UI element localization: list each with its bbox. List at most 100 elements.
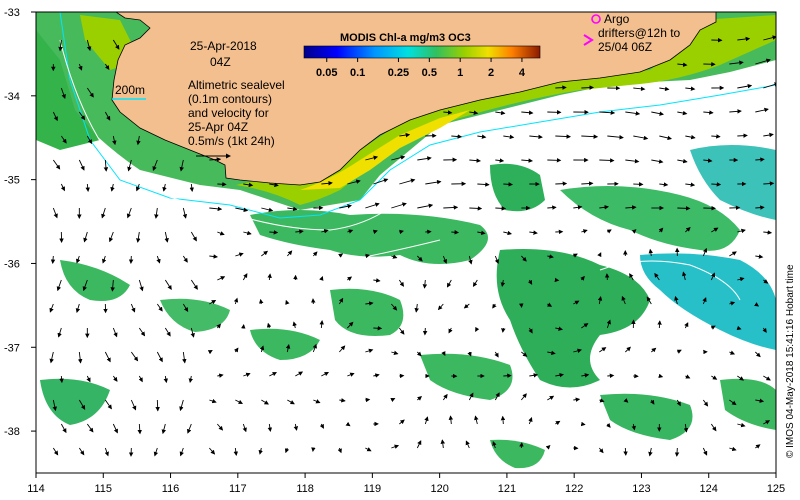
velocity-arrow bbox=[573, 300, 580, 305]
velocity-arrow bbox=[606, 319, 611, 329]
velocity-arrow bbox=[677, 206, 691, 211]
drifter-marker-icon bbox=[583, 34, 594, 46]
velocity-arrow bbox=[235, 399, 244, 404]
velocity-arrow bbox=[754, 302, 760, 307]
velocity-arrow bbox=[152, 159, 158, 172]
velocity-arrow bbox=[547, 205, 557, 210]
velocity-arrow bbox=[312, 251, 318, 257]
velocity-arrow bbox=[710, 272, 716, 281]
velocity-arrow bbox=[702, 247, 708, 257]
x-tick-label: 123 bbox=[632, 483, 650, 495]
velocity-arrow bbox=[83, 231, 88, 243]
velocity-arrow bbox=[625, 346, 631, 353]
velocity-arrow bbox=[233, 447, 239, 456]
contour-note-line-3: and velocity for bbox=[188, 106, 269, 120]
colorbar-tick-label: 1 bbox=[457, 67, 463, 79]
velocity-arrow bbox=[763, 420, 771, 425]
velocity-arrow bbox=[209, 157, 222, 162]
velocity-arrow bbox=[78, 159, 85, 171]
velocity-arrow bbox=[233, 297, 239, 305]
velocity-arrow bbox=[599, 205, 609, 210]
x-tick-label: 117 bbox=[229, 483, 247, 495]
velocity-arrow bbox=[633, 135, 649, 141]
velocity-arrow bbox=[179, 447, 184, 457]
velocity-arrow bbox=[503, 182, 513, 187]
velocity-arrow bbox=[547, 350, 556, 356]
velocity-arrow bbox=[266, 322, 272, 329]
velocity-arrow bbox=[555, 372, 564, 378]
velocity-arrow bbox=[130, 303, 136, 313]
velocity-arrow bbox=[345, 421, 351, 427]
velocity-arrow bbox=[414, 303, 419, 313]
velocity-arrow bbox=[365, 348, 374, 354]
velocity-arrow bbox=[347, 179, 361, 185]
velocity-arrow bbox=[391, 350, 399, 355]
velocity-arrow bbox=[285, 344, 291, 353]
velocity-arrow bbox=[676, 399, 681, 407]
velocity-arrow bbox=[86, 423, 94, 433]
velocity-arrow bbox=[190, 231, 197, 242]
velocity-arrow bbox=[598, 447, 604, 454]
velocity-arrow bbox=[321, 371, 329, 377]
velocity-arrow bbox=[494, 392, 500, 401]
velocity-arrow bbox=[416, 440, 422, 449]
velocity-arrow bbox=[261, 207, 274, 213]
velocity-arrow bbox=[216, 423, 224, 431]
velocity-arrow bbox=[60, 423, 67, 434]
velocity-arrow bbox=[104, 447, 109, 457]
velocity-arrow bbox=[190, 327, 195, 338]
velocity-arrow bbox=[755, 157, 765, 162]
velocity-arrow bbox=[112, 423, 118, 434]
velocity-arrow bbox=[417, 396, 422, 401]
velocity-arrow bbox=[763, 279, 769, 284]
velocity-arrow bbox=[182, 351, 187, 364]
x-tick-label: 125 bbox=[767, 483, 785, 495]
velocity-arrow bbox=[651, 159, 664, 164]
velocity-arrow bbox=[597, 252, 602, 258]
velocity-arrow bbox=[130, 351, 139, 362]
velocity-arrow bbox=[399, 229, 404, 235]
velocity-arrow bbox=[182, 255, 188, 263]
velocity-arrow bbox=[625, 205, 637, 210]
velocity-arrow bbox=[261, 399, 269, 405]
velocity-arrow bbox=[52, 447, 59, 456]
velocity-arrow bbox=[312, 343, 317, 353]
velocity-arrow bbox=[729, 350, 736, 355]
velocity-arrow bbox=[737, 375, 745, 381]
velocity-arrow bbox=[59, 375, 64, 384]
velocity-arrow bbox=[126, 207, 132, 219]
velocity-arrow bbox=[599, 398, 605, 403]
velocity-arrow bbox=[56, 279, 62, 292]
velocity-arrow bbox=[108, 231, 114, 243]
velocity-arrow bbox=[292, 321, 297, 329]
velocity-arrow bbox=[391, 155, 406, 161]
velocity-arrow bbox=[702, 447, 708, 456]
colorbar-tick-label: 0.1 bbox=[350, 67, 365, 79]
velocity-arrow bbox=[737, 228, 746, 234]
velocity-arrow bbox=[242, 423, 247, 433]
velocity-arrow bbox=[295, 229, 304, 234]
velocity-arrow bbox=[365, 301, 374, 306]
velocity-arrow bbox=[528, 327, 533, 334]
velocity-arrow bbox=[650, 399, 655, 405]
isobath-label: 200m bbox=[115, 83, 145, 97]
velocity-arrow bbox=[287, 206, 298, 212]
velocity-arrow bbox=[597, 296, 603, 305]
velocity-arrow bbox=[86, 87, 94, 98]
velocity-arrow bbox=[573, 205, 583, 210]
velocity-arrow bbox=[703, 158, 713, 163]
velocity-arrow bbox=[710, 325, 716, 330]
velocity-arrow bbox=[338, 253, 344, 258]
velocity-arrow bbox=[521, 351, 528, 357]
velocity-arrow bbox=[702, 399, 709, 407]
velocity-arrow bbox=[625, 111, 641, 116]
velocity-arrow bbox=[60, 135, 67, 144]
velocity-arrow bbox=[138, 327, 146, 337]
velocity-arrow bbox=[463, 303, 470, 309]
velocity-arrow bbox=[477, 182, 490, 187]
velocity-arrow bbox=[651, 347, 657, 353]
velocity-arrow bbox=[648, 248, 654, 257]
velocity-arrow bbox=[112, 39, 120, 50]
velocity-arrow bbox=[258, 447, 263, 455]
velocity-arrow bbox=[78, 111, 86, 121]
